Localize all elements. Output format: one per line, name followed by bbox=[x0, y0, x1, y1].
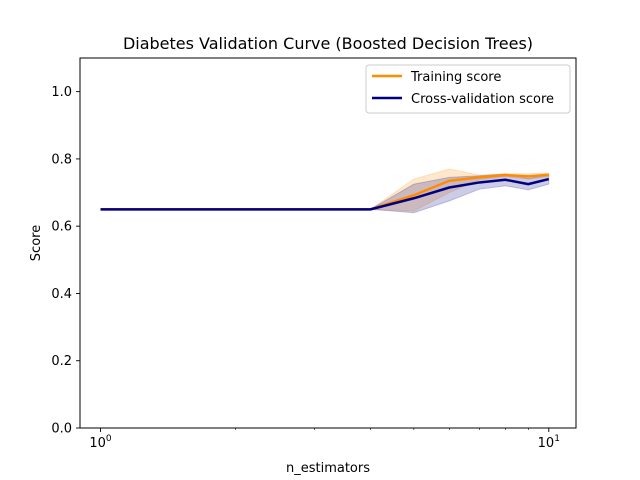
x-axis-ticks: 100 101 bbox=[89, 428, 560, 451]
y-tick-label: 0.2 bbox=[51, 354, 72, 369]
legend: Training score Cross-validation score bbox=[365, 64, 571, 114]
x-tick-label: 101 bbox=[538, 434, 560, 451]
y-axis-ticks: 0.0 0.2 0.4 0.6 0.8 1.0 bbox=[51, 85, 80, 437]
y-axis-label: Score bbox=[29, 225, 44, 261]
y-tick-label: 0.4 bbox=[51, 287, 72, 302]
y-tick-label: 1.0 bbox=[51, 85, 72, 100]
x-axis-label: n_estimators bbox=[286, 461, 370, 476]
x-tick-label: 100 bbox=[89, 434, 112, 451]
chart-title: Diabetes Validation Curve (Boosted Decis… bbox=[123, 34, 533, 53]
y-tick-label: 0.0 bbox=[51, 422, 72, 437]
plot-frame bbox=[79, 57, 577, 429]
series-lines bbox=[100, 173, 550, 211]
legend-label-training: Training score bbox=[410, 70, 501, 85]
legend-label-cross-validation: Cross-validation score bbox=[411, 92, 554, 107]
y-tick-label: 0.6 bbox=[51, 220, 72, 235]
line-series-1 bbox=[100, 177, 550, 211]
legend-box bbox=[365, 64, 571, 114]
y-tick-label: 0.8 bbox=[51, 152, 72, 167]
band-series-0 bbox=[100, 168, 550, 212]
